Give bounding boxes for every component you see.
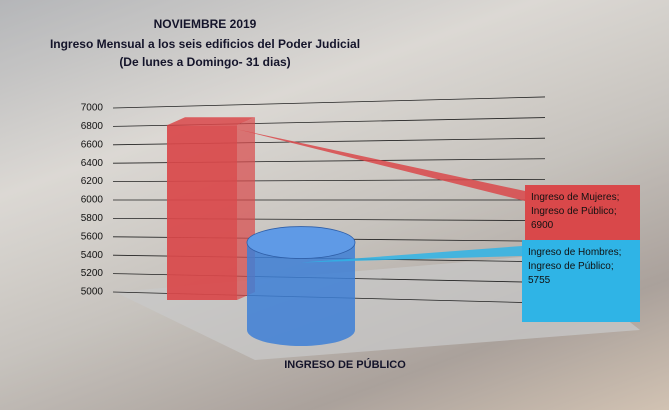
leader (301, 246, 522, 263)
bar-top (246, 226, 356, 259)
y-tick-label: 5600 (81, 231, 104, 242)
chart-title: NOVIEMBRE 2019 (154, 17, 257, 31)
y-tick-label: 6800 (81, 121, 104, 132)
y-tick-label: 7000 (81, 103, 104, 114)
y-tick-label: 6000 (81, 195, 104, 206)
y-tick-label: 5400 (81, 250, 104, 261)
x-tick-label: INGRESO DE PÚBLICO (284, 358, 406, 371)
y-tick-label: 6400 (81, 158, 104, 169)
data-label: Ingreso de Hombres; Ingreso de Público; … (522, 240, 640, 322)
bar (247, 242, 355, 346)
chart-subtitle: (De lunes a Domingo- 31 dias) (119, 55, 290, 69)
y-tick-label: 6200 (81, 176, 104, 187)
bar (167, 125, 237, 300)
bar-top (167, 117, 255, 126)
chart-subtitle: Ingreso Mensual a los seis edificios del… (50, 37, 360, 51)
y-tick-label: 6600 (81, 139, 104, 150)
grid-line (112, 96, 546, 109)
y-tick-label: 5800 (81, 213, 104, 224)
leader (237, 129, 525, 201)
y-tick-label: 5000 (81, 287, 104, 298)
y-tick-label: 5200 (81, 268, 104, 279)
data-label: Ingreso de Mujeres; Ingreso de Público; … (525, 185, 640, 240)
